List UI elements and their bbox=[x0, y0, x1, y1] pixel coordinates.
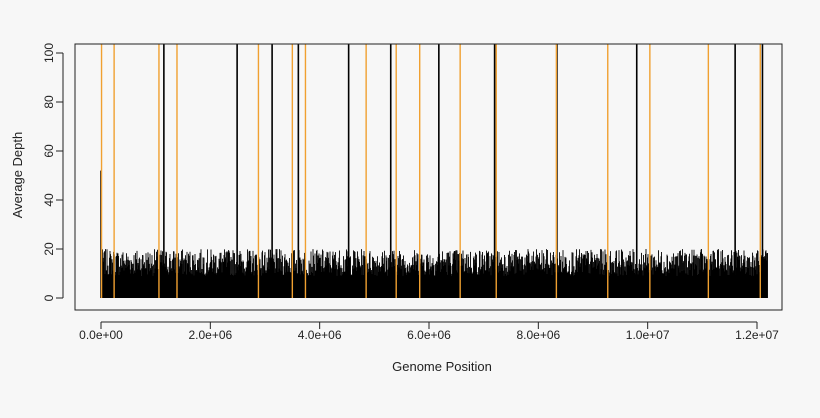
x-axis: 0.0e+00 2.0e+06 4.0e+06 6.0e+06 8.0e+06 1.0e+… bbox=[79, 321, 779, 342]
y-axis: 0 20 40 60 80 100 bbox=[42, 43, 64, 301]
y-tick-label: 20 bbox=[42, 242, 56, 256]
y-tick-label: 40 bbox=[42, 193, 56, 207]
x-tick-label: 8.0e+06 bbox=[516, 328, 560, 342]
x-tick-label: 1.2e+07 bbox=[735, 328, 779, 342]
x-tick-label: 1.0e+07 bbox=[626, 328, 670, 342]
x-tick-label: 6.0e+06 bbox=[407, 328, 451, 342]
bars-layer bbox=[100, 44, 768, 298]
y-tick-label: 80 bbox=[42, 95, 56, 109]
depth-baseline bbox=[100, 249, 768, 298]
y-axis-title: Average Depth bbox=[10, 132, 25, 219]
y-tick-label: 60 bbox=[42, 144, 56, 158]
x-tick-label: 4.0e+06 bbox=[298, 328, 342, 342]
y-tick-label: 100 bbox=[42, 43, 56, 63]
x-tick-label: 2.0e+06 bbox=[188, 328, 232, 342]
highlight-lines bbox=[100, 44, 761, 298]
x-axis-title: Genome Position bbox=[392, 359, 492, 374]
plot-frame bbox=[74, 43, 783, 311]
y-tick-label: 0 bbox=[42, 294, 56, 301]
x-tick-label: 0.0e+00 bbox=[79, 328, 123, 342]
